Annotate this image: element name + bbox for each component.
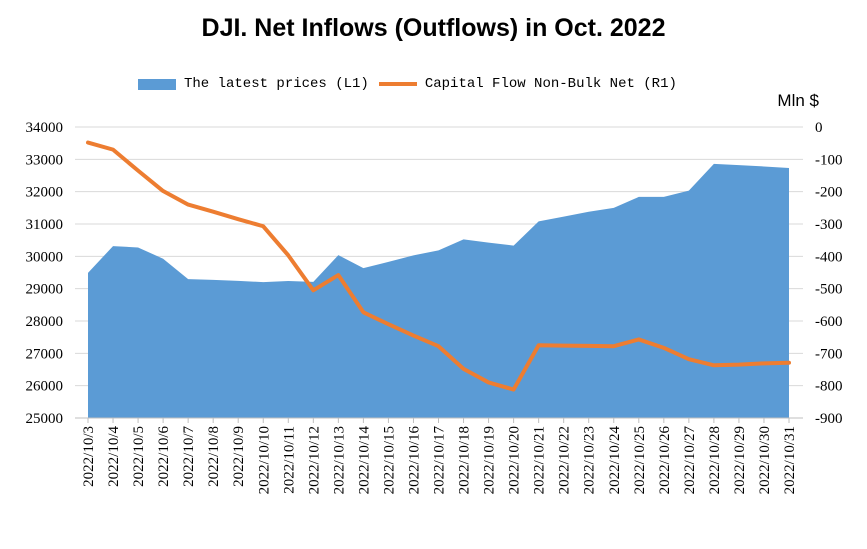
x-axis-tick-label: 2022/10/6 [156,426,172,487]
right-axis-tick-label: -700 [815,346,843,362]
left-axis-tick-label: 34000 [26,120,64,136]
x-axis-tick-label: 2022/10/5 [131,426,147,487]
x-axis-tick-label: 2022/10/3 [81,426,97,487]
x-axis-tick-label: 2022/10/27 [682,426,698,495]
left-axis-tick-label: 27000 [26,346,64,362]
x-axis-tick-label: 2022/10/20 [507,426,523,494]
left-axis-tick-label: 32000 [26,185,64,201]
left-axis-tick-label: 33000 [26,152,64,168]
right-axis-tick-label: -200 [815,185,843,201]
legend-label-prices: The latest prices (L1) [184,76,369,92]
right-axis-tick-label: -800 [815,379,843,395]
left-axis-tick-label: 25000 [26,411,64,427]
x-axis-tick-label: 2022/10/19 [482,426,498,494]
x-axis-tick-label: 2022/10/29 [732,426,748,494]
x-axis-tick-label: 2022/10/22 [557,426,573,494]
left-axis-tick-label: 29000 [26,282,64,298]
x-axis-tick-label: 2022/10/15 [381,426,397,494]
x-axis-tick-label: 2022/10/23 [582,426,598,494]
right-axis-tick-label: -900 [815,411,843,427]
x-axis-tick-label: 2022/10/9 [231,426,247,487]
left-axis-tick-label: 31000 [26,217,64,233]
right-axis-tick-label: -500 [815,282,843,298]
x-axis-tick-label: 2022/10/21 [532,426,548,494]
x-axis-tick-label: 2022/10/14 [356,426,372,495]
x-axis-tick-label: 2022/10/25 [632,426,648,494]
x-axis-tick-label: 2022/10/10 [256,426,272,494]
left-axis-tick-label: 30000 [26,249,64,265]
x-axis-tick-label: 2022/10/31 [782,426,798,494]
x-axis-tick-label: 2022/10/30 [757,426,773,494]
legend: The latest prices (L1) Capital Flow Non-… [138,74,677,94]
x-axis-tick-label: 2022/10/12 [306,426,322,494]
x-axis-tick-label: 2022/10/8 [206,426,222,487]
x-axis-tick-label: 2022/10/16 [406,426,422,495]
area-series-prices [88,163,789,418]
right-axis-tick-label: -600 [815,314,843,330]
x-axis-tick-label: 2022/10/18 [457,426,473,494]
right-axis-tick-label: -300 [815,217,843,233]
x-axis-tick-label: 2022/10/11 [281,426,297,494]
left-axis-tick-label: 28000 [26,314,64,330]
x-axis-tick-label: 2022/10/24 [607,426,623,495]
x-axis-tick-label: 2022/10/26 [657,426,673,495]
x-axis-tick-label: 2022/10/4 [106,426,122,487]
x-axis-tick-label: 2022/10/13 [331,426,347,494]
legend-swatch-prices [138,78,176,90]
right-axis-unit: Mln $ [777,91,819,110]
right-axis-tick-label: -100 [815,152,843,168]
chart-title: DJI. Net Inflows (Outflows) in Oct. 2022 [201,14,666,42]
legend-label-capital-flow: Capital Flow Non-Bulk Net (R1) [424,76,677,92]
x-axis-tick-label: 2022/10/28 [707,426,723,494]
x-axis-tick-label: 2022/10/17 [432,426,448,495]
left-axis-tick-label: 26000 [26,379,64,395]
right-axis-tick-label: -400 [815,249,843,265]
legend-swatch-capital-flow [378,82,417,86]
right-axis-tick-label: 0 [815,120,823,136]
x-axis-tick-label: 2022/10/7 [181,426,197,487]
